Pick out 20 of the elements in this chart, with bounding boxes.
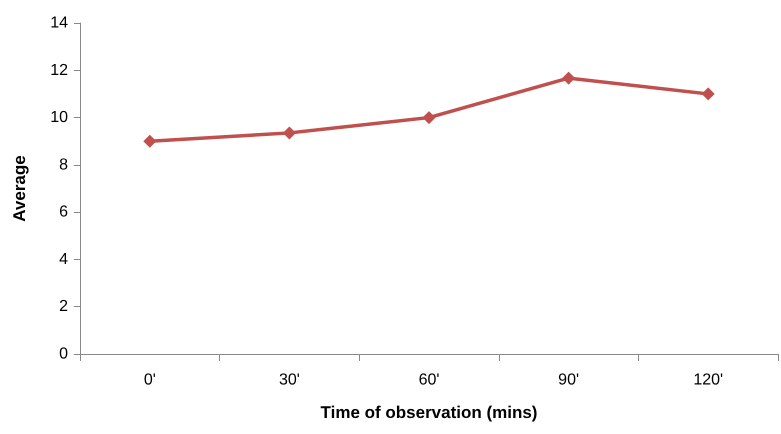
y-tick-label: 6 (59, 204, 68, 221)
x-tick-label: 0' (144, 372, 156, 388)
x-tick-label: 30' (278, 372, 300, 388)
x-tick-label: 60' (418, 372, 440, 388)
x-axis-title: Time of observation (mins) (320, 403, 538, 422)
point (562, 72, 576, 85)
y-tick-label: 14 (50, 14, 68, 32)
y-tick-label: 2 (59, 298, 68, 316)
x-tick-label: 90' (558, 372, 580, 388)
x-tick-label: 120' (693, 372, 724, 388)
y-tick-label: 8 (59, 156, 68, 174)
point (282, 126, 296, 140)
y-axis-title: Average (10, 155, 29, 222)
y-tick-label: 12 (50, 62, 68, 79)
y-tick-label: 10 (50, 109, 68, 126)
point (422, 111, 436, 124)
y-tick-label: 4 (59, 250, 68, 268)
point (143, 134, 156, 148)
point (702, 87, 715, 100)
y-tick-label: 0 (59, 346, 68, 362)
